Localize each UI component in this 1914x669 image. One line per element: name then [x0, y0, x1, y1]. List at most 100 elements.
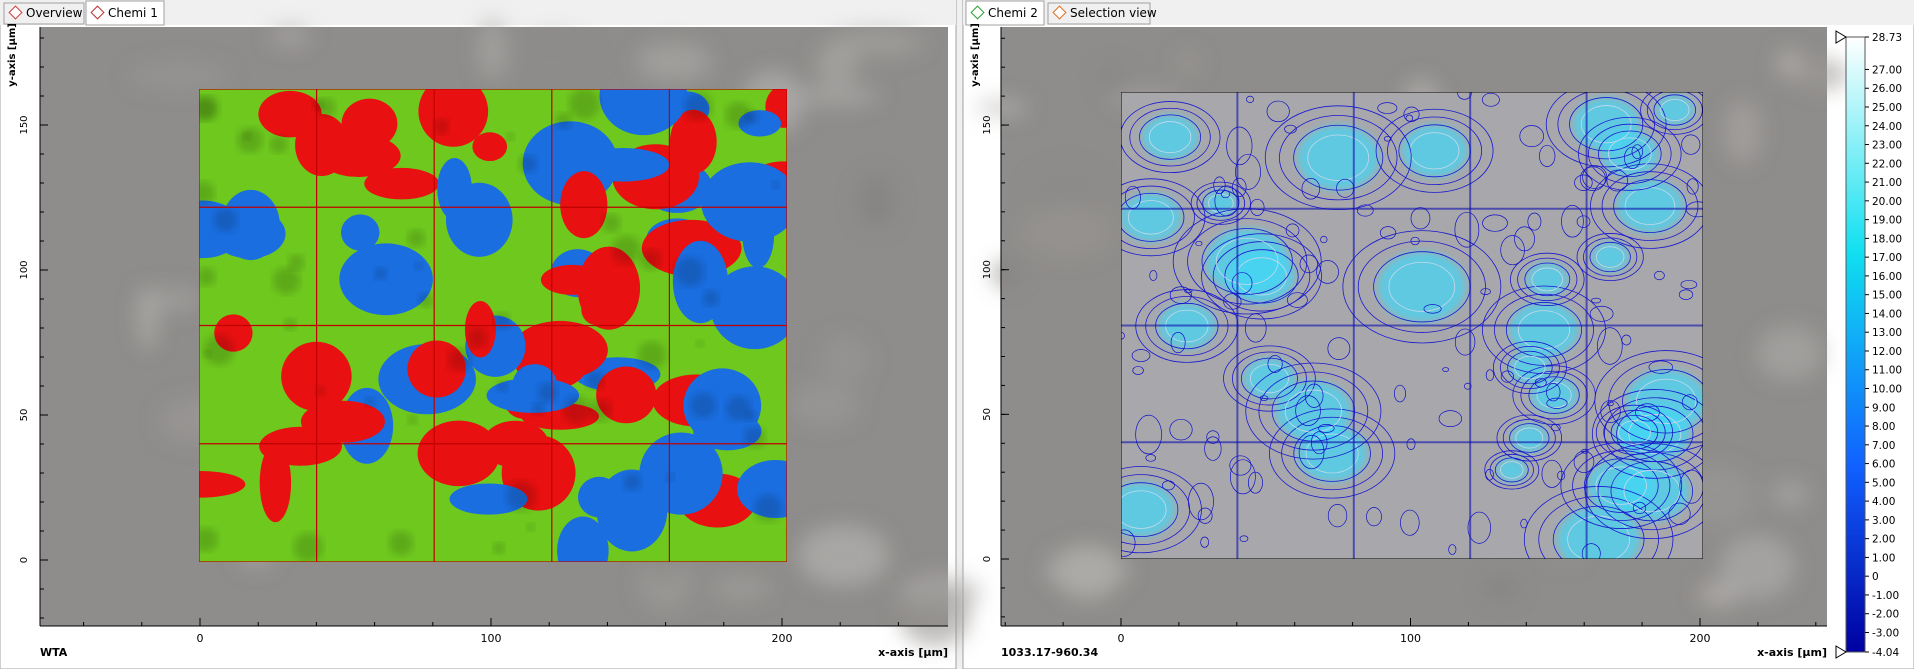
- contour-line: [1583, 458, 1659, 513]
- colorbar-label: 26.00: [1872, 83, 1902, 95]
- photo-texture: [129, 62, 230, 90]
- x-tick-label: 100: [1400, 632, 1421, 645]
- photo-texture: [1098, 67, 1128, 88]
- contour-line: [1259, 395, 1269, 401]
- map-shade: [586, 371, 605, 390]
- contour-line: [1624, 146, 1641, 170]
- contour-line: [1610, 461, 1694, 522]
- colorbar-label: 23.00: [1872, 140, 1902, 152]
- colorbar-label: 1.00: [1872, 552, 1895, 564]
- map-shade: [754, 494, 782, 523]
- y-tick-label: 50: [19, 409, 30, 422]
- contour-line: [1121, 529, 1136, 557]
- contour-line: [1149, 270, 1158, 281]
- contour-line: [1403, 106, 1420, 122]
- tab[interactable]: Chemi 2: [965, 0, 1045, 26]
- photo-texture: [1776, 48, 1803, 78]
- photo-texture: [831, 29, 924, 56]
- contour-line: [1121, 178, 1206, 257]
- contour-line: [1485, 468, 1494, 481]
- colorbar-label: 15.00: [1872, 290, 1902, 302]
- contour-line: [1510, 252, 1585, 306]
- contour-line: [1239, 535, 1249, 542]
- y-axis-label: y-axis [µm]: [970, 23, 981, 87]
- contour-line: [1531, 267, 1564, 292]
- contour-line: [1201, 228, 1293, 295]
- contour-line: [1654, 270, 1665, 281]
- contour-line: [1356, 204, 1374, 217]
- footer-label: WTA: [40, 646, 68, 659]
- photo-texture: [137, 287, 158, 350]
- contour-line: [1201, 233, 1322, 320]
- contour-line: [1248, 471, 1263, 494]
- contour-line: [1578, 116, 1682, 191]
- map-region: [557, 516, 609, 562]
- map-shade: [743, 426, 766, 449]
- photo-texture: [1029, 169, 1102, 213]
- contour-line: [1279, 115, 1398, 201]
- map-region: [317, 134, 401, 177]
- contour-line: [1231, 272, 1253, 295]
- photo-texture: [1771, 480, 1809, 509]
- footer-label: 1033.17-960.34: [1001, 646, 1098, 659]
- contour-line: [1212, 241, 1311, 312]
- map-region: [539, 344, 600, 371]
- map-shade: [273, 267, 301, 295]
- contour-line: [1507, 350, 1553, 385]
- map-shade: [771, 180, 780, 190]
- map-shade: [199, 527, 218, 552]
- photo-texture: [711, 575, 770, 601]
- tab[interactable]: Selection view: [1047, 2, 1157, 25]
- colorbar-label: 11.00: [1872, 365, 1902, 377]
- contour-line: [1482, 214, 1508, 232]
- contour-line: [1576, 215, 1591, 228]
- intensity-blob: [1377, 251, 1466, 322]
- tab-icon: [90, 5, 105, 20]
- contour-line: [1293, 124, 1384, 191]
- contour-line: [1524, 262, 1571, 297]
- map-shade: [199, 96, 220, 121]
- contour-line: [1406, 438, 1416, 450]
- contour-line: [1502, 418, 1556, 458]
- contour-line: [1595, 246, 1625, 268]
- map-shade: [388, 531, 413, 556]
- photo-texture: [821, 336, 870, 384]
- contour-line: [1653, 94, 1697, 126]
- map-shade: [640, 249, 662, 271]
- map-shade: [284, 318, 297, 331]
- x-tick-label: 200: [772, 632, 793, 645]
- contour-line: [1500, 235, 1525, 266]
- map-shade: [532, 402, 545, 416]
- contour-line: [1485, 369, 1495, 381]
- map-shade: [537, 382, 558, 403]
- colorbar-label: 27.00: [1872, 64, 1902, 76]
- contour-line: [1190, 181, 1251, 225]
- contour-line: [1169, 286, 1192, 304]
- contour-line: [1121, 466, 1202, 554]
- contour-line: [1481, 285, 1606, 374]
- tab[interactable]: Chemi 1: [85, 0, 165, 26]
- map-shade: [665, 472, 675, 482]
- map-shade: [467, 327, 488, 348]
- map-region: [340, 214, 380, 251]
- map-shade: [589, 399, 612, 422]
- colorbar-label: 17.00: [1872, 252, 1902, 264]
- contour-line: [1405, 114, 1414, 122]
- contour-line: [1249, 363, 1289, 394]
- map-shade: [690, 392, 716, 419]
- colorbar-label: 0: [1872, 571, 1879, 583]
- contour-line: [1594, 350, 1703, 453]
- contour-line: [1514, 226, 1535, 252]
- intensity-blob: [1121, 193, 1181, 242]
- contour-line: [1581, 543, 1601, 559]
- map-shade: [293, 532, 323, 562]
- tab[interactable]: Overview: [3, 2, 85, 25]
- photo-texture: [992, 260, 1020, 288]
- photo-texture: [270, 26, 311, 47]
- contour-line: [1197, 507, 1213, 524]
- tab-background: [85, 0, 165, 26]
- contour-line: [1121, 101, 1221, 174]
- contour-line: [1195, 240, 1203, 247]
- intensity-blob: [1509, 302, 1579, 358]
- contour-line: [1299, 254, 1318, 274]
